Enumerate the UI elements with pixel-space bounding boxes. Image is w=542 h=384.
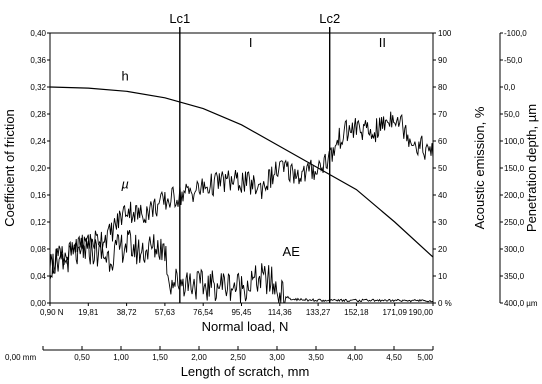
series-mu-line (49, 111, 434, 275)
x2-tick-label: 3,50 (308, 353, 324, 362)
y2-axis-title: Acoustic emission, % (472, 106, 487, 229)
y3-tick-label: -50,0 (504, 56, 523, 65)
y2-tick-label: 10 (438, 272, 447, 281)
x-tick-label: 152,18 (344, 308, 369, 317)
y3-tick-label: 100,0 (504, 137, 525, 146)
y-tick-label: 0,20 (30, 164, 46, 173)
x-tick-label: 114,36 (268, 308, 292, 317)
x2-tick-label: 1,00 (113, 353, 129, 362)
x2-tick-label: 5,00 (417, 353, 433, 362)
y-tick-label: 0,12 (30, 218, 46, 227)
y-tick-label: 0,40 (30, 29, 46, 38)
y3-tick-label: 350,0 (504, 272, 525, 281)
series-layer (49, 86, 434, 304)
curve-label: h (122, 68, 129, 83)
y3-tick-label: 150,0 (504, 164, 525, 173)
plot-border (49, 32, 434, 304)
y-tick-label: 0,00 (30, 299, 46, 308)
y-tick-label: 0,04 (30, 272, 46, 281)
x-tick-label: 133,27 (306, 308, 331, 317)
ticks-layer: 0,90 N 19,81 38,72 57,63 76,54 95,45 114,36 133… (5, 29, 538, 362)
y3-tick-label: 400,0 µm (504, 299, 538, 308)
y2-tick-label: 40 (438, 191, 447, 200)
y-tick-label: 0,08 (30, 245, 46, 254)
y-tick-label: 0,16 (30, 191, 46, 200)
y3-tick-label: -100,0 (504, 29, 527, 38)
y-tick-label: 0,32 (30, 83, 46, 92)
y3-tick-label: 0,0 (504, 83, 516, 92)
y2-tick-label: 50 (438, 164, 447, 173)
y2-tick-label: 20 (438, 245, 447, 254)
plot-frame (49, 32, 434, 304)
y-tick-label: 0,28 (30, 110, 46, 119)
critical-load-label: Lc1 (169, 11, 190, 26)
x2-tick-label: 0,00 mm (5, 353, 36, 362)
y-tick-label: 0,36 (30, 56, 46, 65)
region-label: II (379, 35, 386, 50)
curve-label: AE (283, 244, 301, 259)
y2-tick-label: 80 (438, 83, 447, 92)
region-label: I (249, 35, 253, 50)
x2-axis-title: Length of scratch, mm (181, 364, 310, 379)
y2-tick-label: 30 (438, 218, 447, 227)
y-tick-label: 0,24 (30, 137, 46, 146)
x-tick-label: 0,90 N (40, 308, 64, 317)
y2-tick-label: 60 (438, 137, 447, 146)
y3-tick-label: 200,0 (504, 191, 525, 200)
x-tick-label: 95,45 (231, 308, 252, 317)
y-axis-title: Coefficient of friction (2, 109, 17, 227)
x2-tick-label: 0,50 (74, 353, 90, 362)
x-axis-title: Normal load, N (202, 319, 289, 334)
x2-tick-label: 2,00 (191, 353, 207, 362)
series-ae-line (49, 230, 434, 304)
y2-tick-label: 100 (438, 29, 452, 38)
x2-tick-label: 3,00 (269, 353, 285, 362)
x-tick-label: 171,09 (382, 308, 407, 317)
y2-tick-label: 0 % (438, 299, 452, 308)
x2-tick-label: 2,50 (230, 353, 246, 362)
x-tick-label: 190,00 (409, 308, 434, 317)
y3-tick-label: 300,0 (504, 245, 525, 254)
y3-tick-label: 250,0 (504, 218, 525, 227)
x-tick-label: 76,54 (193, 308, 214, 317)
x-tick-label: 57,63 (155, 308, 176, 317)
y2-tick-label: 70 (438, 110, 447, 119)
y3-axis-title: Penetration depth, µm (524, 104, 539, 232)
x2-tick-label: 4,50 (386, 353, 402, 362)
curve-label: µ (121, 176, 129, 191)
y2-tick-label: 90 (438, 56, 447, 65)
x-tick-label: 19,81 (78, 308, 99, 317)
critical-load-label: Lc2 (319, 11, 340, 26)
y3-tick-label: 50,0 (504, 110, 520, 119)
series-h-line (49, 86, 434, 258)
x2-tick-label: 4,00 (347, 353, 363, 362)
x2-tick-label: 1,50 (152, 353, 168, 362)
x-tick-label: 38,72 (117, 308, 138, 317)
